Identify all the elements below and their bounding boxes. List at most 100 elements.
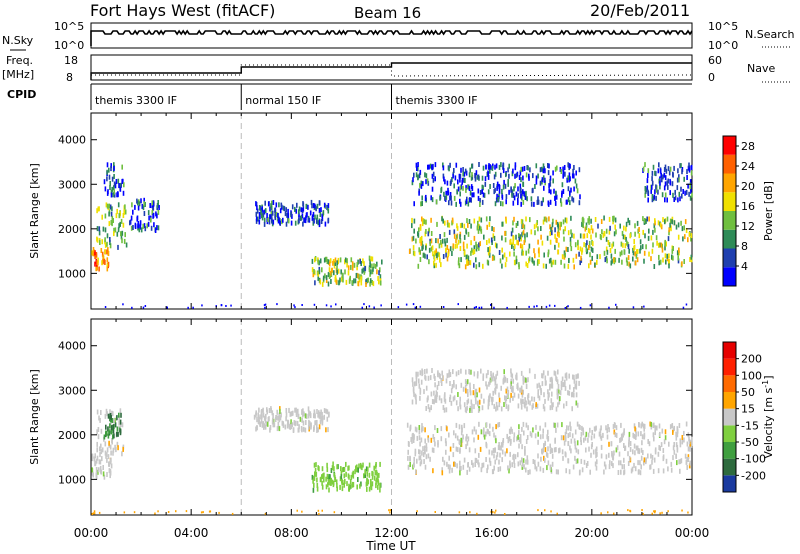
power-ground-echo — [263, 304, 266, 307]
power-echo — [508, 189, 510, 195]
velocity-echo — [356, 484, 358, 490]
velocity-echo — [446, 426, 448, 432]
power-echo — [430, 195, 432, 201]
power-echo — [689, 195, 692, 201]
velocity-echo — [485, 443, 488, 449]
power-echo — [514, 183, 516, 189]
power-echo — [614, 257, 617, 263]
power-echo — [443, 191, 445, 197]
power-echo — [491, 226, 493, 232]
velocity-echo — [498, 392, 500, 398]
power-echo — [625, 221, 628, 227]
velocity-echo — [670, 467, 673, 473]
velocity-echo — [377, 473, 379, 479]
power-echo — [521, 166, 524, 172]
velocity-echo — [603, 469, 605, 475]
power-echo — [554, 200, 557, 206]
power-echo — [469, 197, 471, 203]
velocity-echo — [576, 421, 579, 427]
velocity-echo — [565, 372, 568, 378]
power-ground-echo — [682, 306, 685, 309]
power-echo — [667, 236, 670, 242]
power-echo — [270, 200, 273, 206]
velocity-echo — [478, 452, 480, 458]
velocity-echo — [638, 469, 640, 475]
velocity-echo — [494, 459, 496, 465]
power-echo — [454, 175, 457, 181]
velocity-echo — [328, 477, 331, 483]
power-echo — [434, 176, 436, 182]
power-echo — [109, 243, 112, 249]
power-echo — [420, 180, 423, 186]
velocity-echo — [112, 428, 115, 434]
velocity-ground-echo — [613, 512, 615, 515]
velocity-echo — [333, 466, 335, 472]
power-echo — [562, 229, 565, 235]
power-echo — [614, 217, 617, 223]
velocity-echo — [573, 438, 576, 444]
power-echo — [132, 225, 134, 230]
velocity-echo — [610, 441, 613, 447]
velocity-echo — [557, 469, 559, 475]
power-echo — [686, 175, 688, 180]
power-echo — [689, 184, 692, 190]
station-title: Fort Hays West (fitACF) — [90, 1, 275, 20]
velocity-echo — [641, 440, 643, 446]
power-echo — [659, 259, 662, 265]
power-echo — [466, 259, 468, 265]
power-echo — [684, 234, 686, 240]
velocity-echo — [279, 406, 281, 412]
power-echo — [369, 262, 371, 268]
velocity-echo — [642, 423, 645, 429]
velocity-echo — [483, 398, 485, 404]
power-echo — [482, 192, 485, 198]
power-echo — [298, 215, 300, 221]
velocity-echo — [527, 377, 529, 383]
power-echo — [317, 220, 319, 226]
velocity-echo — [455, 422, 458, 428]
velocity-echo — [483, 432, 485, 438]
power-echo — [496, 181, 499, 187]
power-echo — [465, 199, 468, 204]
power-echo — [513, 251, 515, 257]
velocity-echo — [500, 445, 502, 451]
power-echo — [522, 175, 524, 181]
velocity-echo — [517, 385, 519, 391]
velocity-echo — [543, 392, 545, 398]
power-ground-echo — [122, 303, 124, 306]
power-echo — [671, 248, 674, 254]
power-echo — [568, 258, 570, 264]
velocity-echo — [116, 426, 119, 432]
velocity-echo — [116, 415, 118, 421]
velocity-echo — [332, 480, 335, 486]
power-echo — [554, 195, 556, 201]
velocity-echo — [537, 439, 539, 445]
velocity-echo — [362, 462, 364, 468]
power-echo — [564, 217, 567, 223]
power-echo — [515, 259, 518, 265]
velocity-echo — [504, 377, 506, 383]
velocity-ground-echo — [641, 509, 643, 511]
power-ground-echo — [632, 306, 635, 309]
velocity-ground-echo — [469, 511, 471, 514]
power-echo — [442, 218, 444, 224]
power-echo — [441, 238, 444, 244]
power-echo — [462, 171, 464, 177]
power-echo — [279, 219, 281, 225]
velocity-echo — [414, 426, 417, 432]
power-echo — [152, 201, 154, 207]
power-echo — [98, 266, 100, 272]
velocity-echo — [546, 452, 549, 458]
power-echo — [300, 215, 303, 221]
power-echo — [521, 219, 524, 225]
power-echo — [322, 275, 325, 281]
velocity-echo — [477, 434, 480, 440]
power-echo — [290, 220, 293, 226]
velocity-echo — [490, 374, 493, 380]
power-echo — [540, 226, 542, 231]
power-echo — [677, 234, 680, 240]
power-echo — [516, 239, 518, 245]
power-echo — [660, 224, 663, 230]
power-echo — [471, 172, 473, 178]
power-echo — [560, 221, 562, 227]
